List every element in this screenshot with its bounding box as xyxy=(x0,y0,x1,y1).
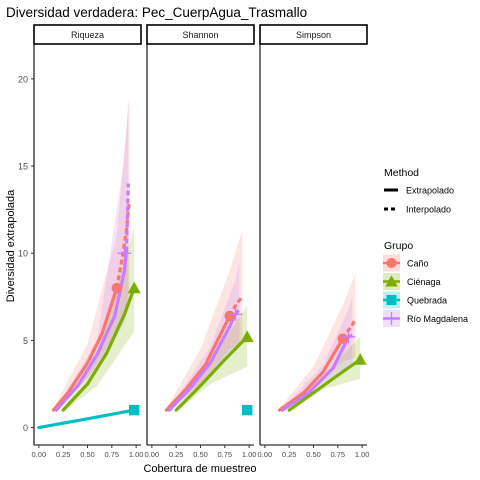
x-tick-label: 0.50 xyxy=(193,450,208,459)
x-tick-label: 0.75 xyxy=(218,450,233,459)
legend-group-quebrada: Quebrada xyxy=(383,291,447,309)
observed-point-cano xyxy=(337,333,348,344)
interpolated-line-rio-magdalena xyxy=(54,249,129,412)
facet-shannon: Shannon xyxy=(146,24,255,446)
legend-method-label: Interpolado xyxy=(406,205,451,215)
facet-strip xyxy=(146,24,255,45)
interpolated-line-cano xyxy=(51,286,119,412)
legend-group-label: Ciénaga xyxy=(407,277,441,287)
legend-group-items: Caño Ciénaga Quebrada Río Magdalena xyxy=(383,254,468,327)
legend-group-label: Caño xyxy=(407,259,429,269)
interpolated-line-cano xyxy=(164,314,232,412)
legend-group-cano: Caño xyxy=(383,254,429,272)
observed-point-cienaga xyxy=(240,330,254,343)
facet-panels: Riqueza Shannon Simpson xyxy=(33,24,368,446)
facet-strip-label: Simpson xyxy=(296,30,331,40)
confidence-band-cano xyxy=(53,96,130,412)
legend-marker-key xyxy=(385,275,398,287)
facet-strip xyxy=(259,24,368,45)
y-tick-label: 10 xyxy=(18,249,28,259)
x-tick-label: 0.25 xyxy=(56,450,71,459)
facet-strip-label: Shannon xyxy=(182,30,218,40)
observed-point-cienaga xyxy=(127,281,141,294)
interpolated-line-rio-magdalena xyxy=(280,335,351,412)
x-tick-label: 0.75 xyxy=(105,450,120,459)
interpolated-line-cienaga xyxy=(174,335,249,412)
x-tick-label: 0.25 xyxy=(169,450,184,459)
y-tick-label: 20 xyxy=(18,74,28,84)
observed-point-rio-magdalena xyxy=(117,246,132,260)
chart-title: Diversidad verdadera: Pec_CuerpAgua_Tras… xyxy=(6,5,307,20)
legend-group-label: Quebrada xyxy=(407,296,447,306)
interpolated-line-cano xyxy=(277,337,345,412)
legend-group-label: Río Magdalena xyxy=(407,314,468,324)
extrapolated-line-rio-magdalena xyxy=(124,183,130,252)
x-tick-label: 1.00 xyxy=(129,450,144,459)
facet-strip xyxy=(33,24,142,45)
observed-point-quebrada xyxy=(128,404,140,416)
observed-point-cienaga xyxy=(353,353,367,365)
extrapolated-line-cano xyxy=(341,318,357,340)
legend-marker-key xyxy=(386,258,397,268)
x-tick-label: 0.50 xyxy=(306,450,321,459)
facet-strip-label: Riqueza xyxy=(71,30,104,40)
interpolated-line-cienaga xyxy=(61,286,136,412)
x-tick-label: 0.25 xyxy=(282,450,297,459)
legend-group-rio-magdalena: Río Magdalena xyxy=(383,310,468,327)
x-tick-label: 0.50 xyxy=(80,450,95,459)
y-axis-label: Diversidad extrapolada xyxy=(5,189,17,302)
x-tick-label: 0.75 xyxy=(331,450,346,459)
x-tick-label: 1.00 xyxy=(355,450,370,459)
x-tick-label: 0.00 xyxy=(258,450,273,459)
observed-point-rio-magdalena xyxy=(228,307,243,321)
x-axis: 0.00 0.25 0.50 0.75 1.00 0.00 0.25 0.50 0.75 1.00… xyxy=(32,445,370,459)
legend: Method Extrapolado Interpolado Grupo Caño… xyxy=(383,167,468,327)
x-tick-label: 0.00 xyxy=(145,450,160,459)
facet-simpson: Simpson xyxy=(259,24,368,446)
observed-point-cano xyxy=(111,282,122,294)
x-tick-label: 1.00 xyxy=(242,450,257,459)
observed-point-rio-magdalena xyxy=(341,330,356,344)
legend-group-title: Grupo xyxy=(384,240,413,252)
y-tick-label: 0 xyxy=(23,423,28,433)
legend-method-interpolado: Interpolado xyxy=(384,205,451,215)
y-tick-label: 15 xyxy=(18,162,28,172)
legend-method-title: Method xyxy=(384,167,419,179)
observed-point-cano xyxy=(224,310,235,322)
y-tick-label: 5 xyxy=(23,336,28,346)
x-axis-label: Cobertura de muestreo xyxy=(143,463,256,475)
interpolated-line-quebrada xyxy=(37,408,136,430)
interpolated-line-rio-magdalena xyxy=(167,312,238,412)
confidence-band-cienaga xyxy=(63,227,135,412)
interpolated-line-cienaga xyxy=(287,357,362,412)
observed-point-quebrada xyxy=(241,404,253,416)
x-tick-label: 0.00 xyxy=(32,450,47,459)
legend-method-extrapolado: Extrapolado xyxy=(384,186,454,196)
y-axis: 0 5 10 15 20 xyxy=(18,74,34,433)
facet-riqueza: Riqueza xyxy=(33,24,142,446)
legend-marker-key xyxy=(386,295,397,305)
legend-method-items: Extrapolado Interpolado xyxy=(384,186,454,215)
legend-marker-key xyxy=(385,312,398,325)
legend-group-cienaga: Ciénaga xyxy=(383,273,441,290)
legend-method-label: Extrapolado xyxy=(406,186,454,196)
confidence-band-rio-magdalena xyxy=(56,99,129,412)
